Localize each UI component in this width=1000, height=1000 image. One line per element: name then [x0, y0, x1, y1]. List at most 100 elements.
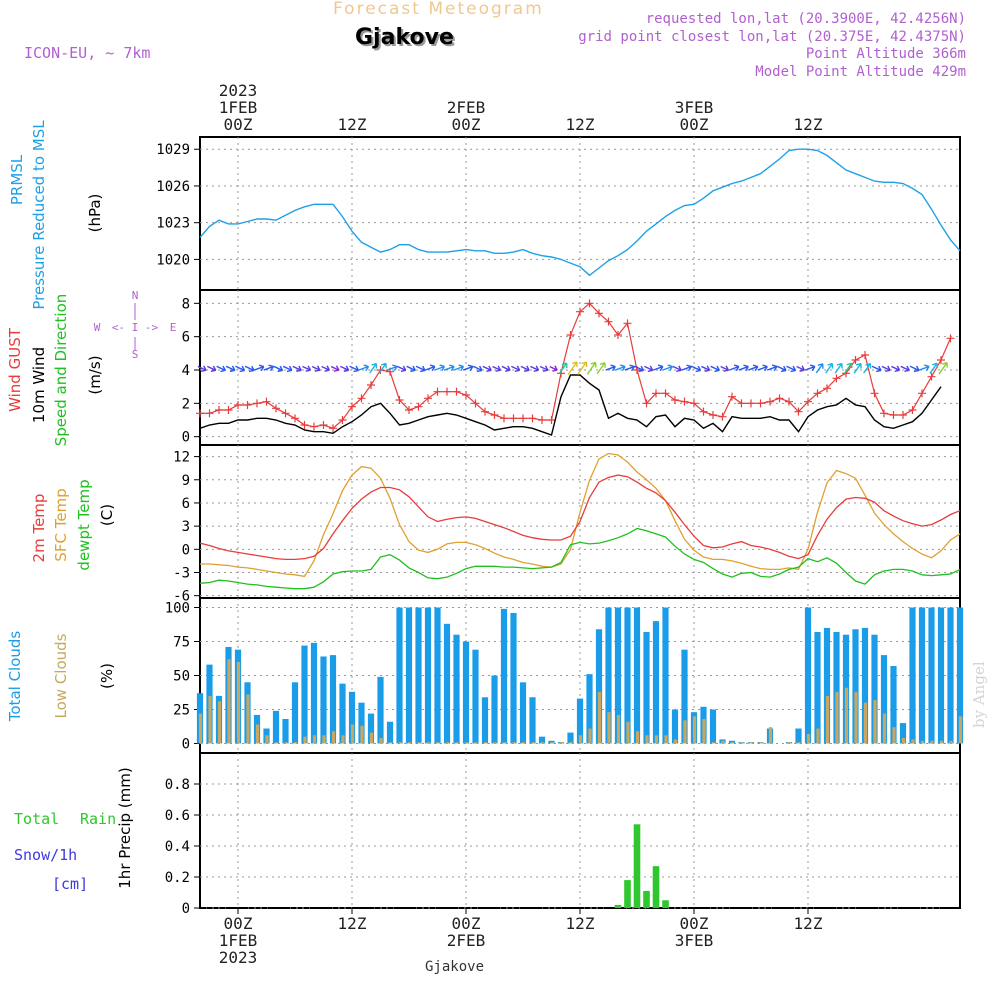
low-cloud-bar	[493, 742, 497, 744]
gust-marker	[481, 407, 489, 416]
total-cloud-bar	[472, 649, 479, 744]
low-cloud-bar	[901, 738, 906, 744]
low-cloud-bar	[502, 742, 507, 744]
gust-marker	[424, 394, 432, 403]
low-cloud-bar	[398, 742, 402, 744]
gust-marker	[889, 411, 898, 419]
gust-marker	[234, 401, 242, 409]
sfc-temp-line	[200, 452, 961, 578]
wind-direction-arrow	[501, 365, 511, 372]
label-2m-temp: 2m Temp	[30, 494, 48, 563]
y-tick-label: 8	[182, 296, 190, 312]
label-pressure-msl: Pressure Reduced to MSL	[30, 120, 48, 310]
low-cloud-bar	[844, 687, 849, 744]
total-cloud-bar	[510, 612, 517, 744]
y-tick-label: -3	[173, 566, 190, 582]
y-tick-label: 0.4	[165, 839, 190, 855]
total-cloud-bar	[415, 607, 422, 744]
y-tick-label: 0.6	[165, 808, 190, 824]
low-cloud-bar	[730, 742, 735, 744]
gust-marker	[272, 404, 280, 413]
wind-direction-arrow	[929, 362, 938, 374]
label-percent: (%)	[98, 663, 116, 689]
y-tick-label: 0.8	[165, 777, 190, 793]
y-tick-label: 6	[182, 496, 190, 512]
low-cloud-bar	[227, 659, 231, 744]
bottom-axis-label: 2FEB	[447, 931, 486, 950]
low-cloud-bar	[388, 742, 393, 744]
wind-direction-arrow	[443, 364, 455, 372]
gust-marker	[367, 381, 375, 389]
low-cloud-bar	[768, 727, 773, 744]
gust-marker	[452, 387, 461, 396]
total-cloud-bar	[861, 627, 869, 744]
wind-direction-arrow	[302, 365, 312, 372]
low-cloud-bar	[284, 742, 288, 744]
y-tick-label: 12	[173, 450, 190, 466]
wind-direction-arrow	[244, 365, 255, 373]
low-cloud-bar	[236, 661, 241, 744]
total-cloud-bar	[519, 682, 527, 744]
gust-marker	[737, 399, 746, 408]
bottom-axis-label: 00Z	[680, 914, 709, 933]
label-total-clouds: Total Clouds	[6, 631, 24, 723]
wind-direction-arrow	[701, 365, 711, 372]
gust-marker	[519, 414, 527, 423]
low-cloud-bar	[578, 735, 583, 744]
low-cloud-bar	[702, 719, 706, 744]
low-cloud-bar	[797, 742, 801, 744]
low-cloud-bar	[483, 742, 488, 744]
gust-marker	[832, 374, 841, 383]
bottom-axis-label: 12Z	[338, 914, 367, 933]
low-cloud-bar	[664, 735, 668, 744]
top-axis-label: 1FEB	[219, 98, 258, 117]
y-tick-label: 1029	[156, 142, 190, 158]
total-cloud-bar	[947, 607, 954, 744]
compass-e: E	[170, 321, 177, 334]
low-cloud-bar	[892, 727, 896, 744]
gust-marker	[338, 416, 347, 424]
total-cloud-bar	[852, 629, 859, 744]
low-cloud-bar	[360, 725, 364, 744]
wind-direction-arrow	[263, 364, 274, 372]
wind-direction-arrow	[662, 364, 674, 372]
wind-direction-arrow	[853, 362, 862, 374]
grid-point-coords: grid point closest lon,lat (20.375E, 42.…	[578, 29, 966, 45]
gust-marker	[690, 399, 698, 408]
low-cloud-bar	[569, 742, 573, 744]
gust-marker	[547, 416, 556, 424]
gust-marker	[870, 389, 879, 398]
total-cloud-bar	[643, 631, 650, 744]
wind-direction-arrow	[292, 365, 302, 373]
y-tick-label: -6	[173, 589, 190, 605]
wind-direction-arrow	[776, 365, 787, 373]
total-cloud-bar	[320, 656, 327, 744]
gust-marker	[509, 414, 518, 423]
total-cloud-bar	[576, 698, 584, 744]
compass-n: N	[132, 289, 139, 302]
wind-direction-arrow	[225, 365, 236, 373]
wind-direction-arrow	[891, 365, 901, 372]
wind-direction-arrow	[918, 364, 930, 372]
gust-marker	[262, 397, 271, 406]
wind-direction-arrow	[843, 362, 853, 374]
low-cloud-bar	[426, 742, 431, 744]
total-cloud-bar	[681, 649, 688, 744]
gust-marker	[851, 356, 860, 364]
gust-marker	[405, 406, 413, 414]
wind-direction-arrow	[871, 365, 882, 373]
wind-direction-arrow	[396, 365, 407, 373]
y-tick-label: 0.2	[165, 870, 190, 886]
gust-marker	[329, 424, 337, 433]
low-cloud-bar	[455, 742, 459, 744]
total-cloud-bar	[291, 682, 299, 744]
total-cloud-bar	[624, 607, 631, 744]
top-axis-label: 12Z	[794, 115, 823, 134]
low-cloud-bar	[949, 740, 953, 744]
wind-direction-arrow	[282, 365, 293, 373]
low-cloud-bar	[806, 733, 811, 744]
low-cloud-bar	[217, 701, 222, 744]
gust-marker	[623, 319, 632, 328]
total-cloud-bar	[567, 732, 574, 744]
model-altitude: Model Point Altitude 429m	[755, 64, 966, 80]
